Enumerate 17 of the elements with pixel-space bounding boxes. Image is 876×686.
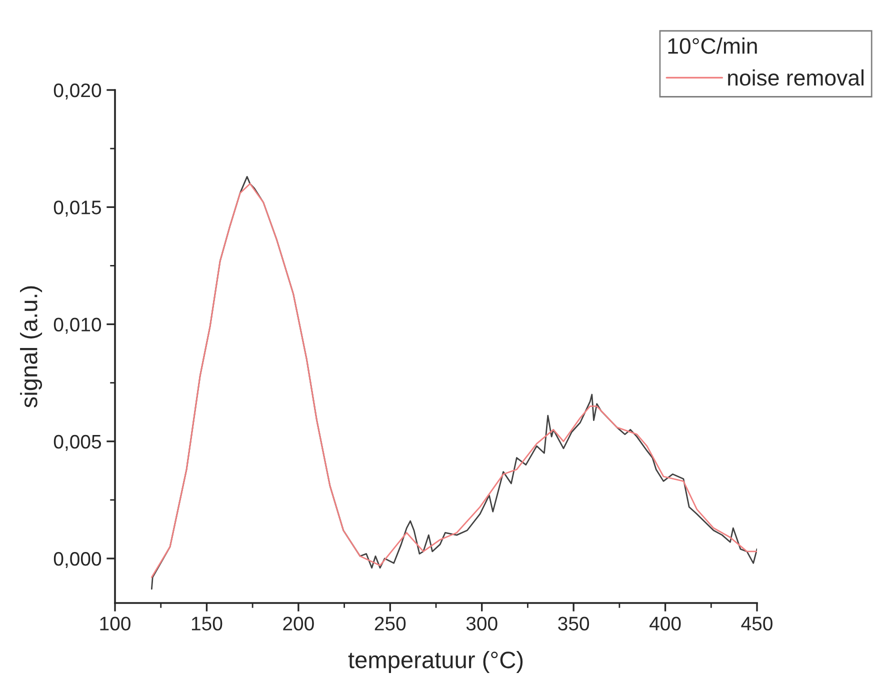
x-tick-label: 200 [283,616,314,630]
x-tick-label: 100 [100,616,130,630]
y-tick-label: 0,005 [54,434,101,451]
y-tick-label: 0,000 [54,552,102,568]
x-tick-label: 150 [192,616,222,630]
x-tick-label: 250 [374,616,406,630]
x-tick-label: 300 [466,616,498,630]
y-tick-label: 0,020 [54,83,102,100]
y-tick-label: 0,010 [54,318,102,334]
x-axis-title: temperatuur (°C) [348,650,523,673]
legend-label: noise removal [728,69,864,86]
x-tick-label: 400 [650,616,681,630]
x-tick-label: 350 [558,616,590,630]
legend-title: 10°C/min [668,38,757,54]
y-axis-title: signal (a.u.) [20,286,42,408]
x-tick-label: 450 [741,616,772,630]
y-tick-label: 0,015 [54,200,101,217]
